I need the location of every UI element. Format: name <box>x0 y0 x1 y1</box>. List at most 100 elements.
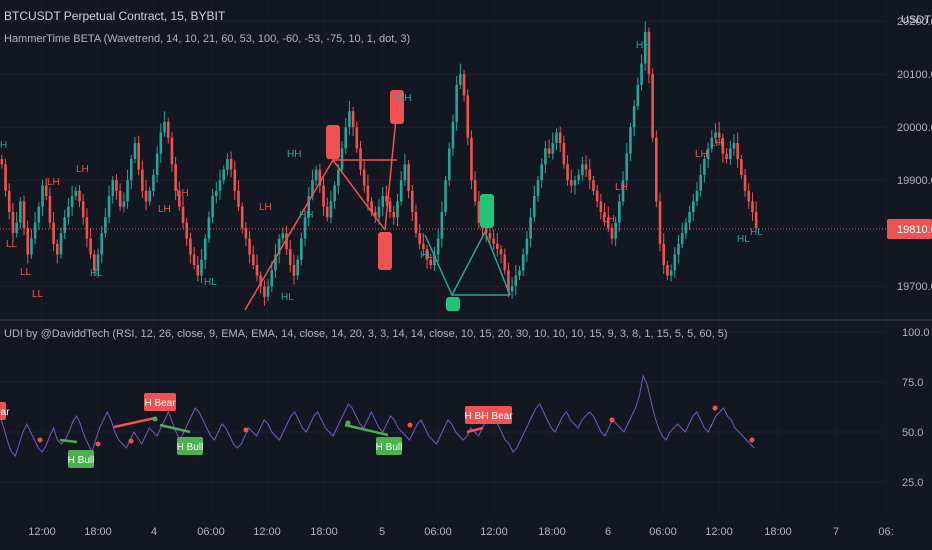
divergence-line-bull <box>59 438 78 444</box>
candle-body <box>732 143 736 149</box>
candle-body <box>222 169 225 181</box>
osc-bull-label-text: H Bull <box>177 442 204 453</box>
candle-body <box>81 201 85 218</box>
rsi-line <box>0 374 755 457</box>
candle-body <box>414 212 418 234</box>
swing-label: LL <box>6 239 18 250</box>
swing-label: LH <box>76 164 89 175</box>
swing-label: LH <box>47 177 60 188</box>
candle-body <box>163 121 166 133</box>
candle-body <box>385 196 388 202</box>
candle-body <box>192 254 196 265</box>
candle-body <box>122 201 126 207</box>
pattern-line-red <box>384 107 398 231</box>
candle-body <box>37 206 41 223</box>
signal-dot <box>609 417 615 423</box>
candle-body <box>418 233 421 244</box>
candle-body <box>11 212 15 234</box>
pattern-box-pink <box>378 232 392 270</box>
candle-body <box>41 185 44 207</box>
candle-body <box>562 143 566 165</box>
candle-body <box>429 259 433 265</box>
oscillator-axis[interactable]: 100.0 75.0 50.0 25.0 <box>902 327 930 489</box>
swing-label: LH <box>602 214 615 225</box>
price-tick-label: 20000.0 <box>897 122 932 134</box>
candle-body <box>52 222 55 244</box>
signal-dot <box>712 405 718 411</box>
candle-body <box>470 137 473 181</box>
candle-body <box>141 169 144 191</box>
indicator-legend-udi[interactable]: UDI by @DaviddTech (RSI, 12, 26, close, … <box>4 328 728 340</box>
candle-body <box>26 227 30 255</box>
candle-body <box>189 238 192 255</box>
candle-body <box>78 190 81 202</box>
candle-body <box>30 238 33 255</box>
candle-body <box>129 159 133 181</box>
candle-body <box>691 201 695 212</box>
time-tick-label: 6 <box>605 526 611 538</box>
candle-body <box>314 169 318 181</box>
swing-label: HH <box>287 149 301 160</box>
osc-tick-label: 100.0 <box>902 327 930 339</box>
candle-body <box>107 196 111 218</box>
candle-body <box>200 259 203 276</box>
candle-body <box>625 153 629 181</box>
swing-label: LH <box>615 182 628 193</box>
candle-body <box>259 275 262 287</box>
candle-body <box>377 206 381 218</box>
candle-body <box>684 222 688 234</box>
candle-body <box>263 286 266 297</box>
candle-body <box>592 180 595 191</box>
symbol-title[interactable]: BTCUSDT Perpetual Contract, 15, BYBIT <box>4 9 226 23</box>
swing-label: LH <box>695 149 708 160</box>
candle-body <box>529 217 532 239</box>
candle-body <box>296 259 299 276</box>
candle-body <box>496 243 499 250</box>
candle-body <box>229 159 233 170</box>
candle-body <box>340 148 344 170</box>
candle-body <box>643 31 647 64</box>
price-axis[interactable]: USDT 20200.0 20100.0 20000.0 19900.0 19700.0 <box>897 14 932 293</box>
candle-body <box>514 275 518 287</box>
candle-body <box>218 180 222 191</box>
candle-body <box>677 243 680 255</box>
candle-body <box>137 143 140 170</box>
time-tick-label: 12:00 <box>705 526 733 538</box>
candle-body <box>63 217 67 234</box>
time-tick-label: 18:00 <box>84 526 112 538</box>
candle-body <box>521 254 525 271</box>
candle-body <box>203 238 207 260</box>
candle-body <box>307 196 311 218</box>
candle-body <box>484 227 488 234</box>
time-axis[interactable]: 12:00 18:00 4 06:00 12:00 18:00 5 06:00 12:00 18:… <box>28 526 893 538</box>
candle-body <box>166 121 170 138</box>
candle-body <box>447 148 451 181</box>
candle-body <box>270 270 274 287</box>
osc-bull-label <box>177 437 203 455</box>
candle-body <box>396 201 399 218</box>
candle-body <box>680 233 684 244</box>
candle-body <box>518 270 521 276</box>
candle-body <box>89 238 92 255</box>
candle-body <box>311 180 314 197</box>
candle-body <box>422 243 425 250</box>
candle-body <box>632 106 636 128</box>
candle-body <box>44 185 48 197</box>
swing-label: HL <box>204 277 217 288</box>
candle-body <box>133 143 137 159</box>
swing-label: H <box>0 140 7 151</box>
candle-body <box>662 243 666 265</box>
price-pane[interactable]: HLHLHLHLHLHHHHHHHHHLHLHLHLHLLLLLLHLHLHLH… <box>0 21 763 311</box>
indicator-legend-hammertime[interactable]: HammerTime BETA (Wavetrend, 14, 10, 21, … <box>4 33 410 45</box>
candle-body <box>348 111 351 128</box>
candle-body <box>599 201 603 212</box>
candle-body <box>292 265 296 276</box>
candle-body <box>673 254 677 271</box>
candle-body <box>355 127 359 149</box>
osc-bull-label <box>68 450 94 468</box>
candle-body <box>22 201 26 228</box>
candle-body <box>618 201 621 223</box>
candle-body <box>159 132 163 154</box>
